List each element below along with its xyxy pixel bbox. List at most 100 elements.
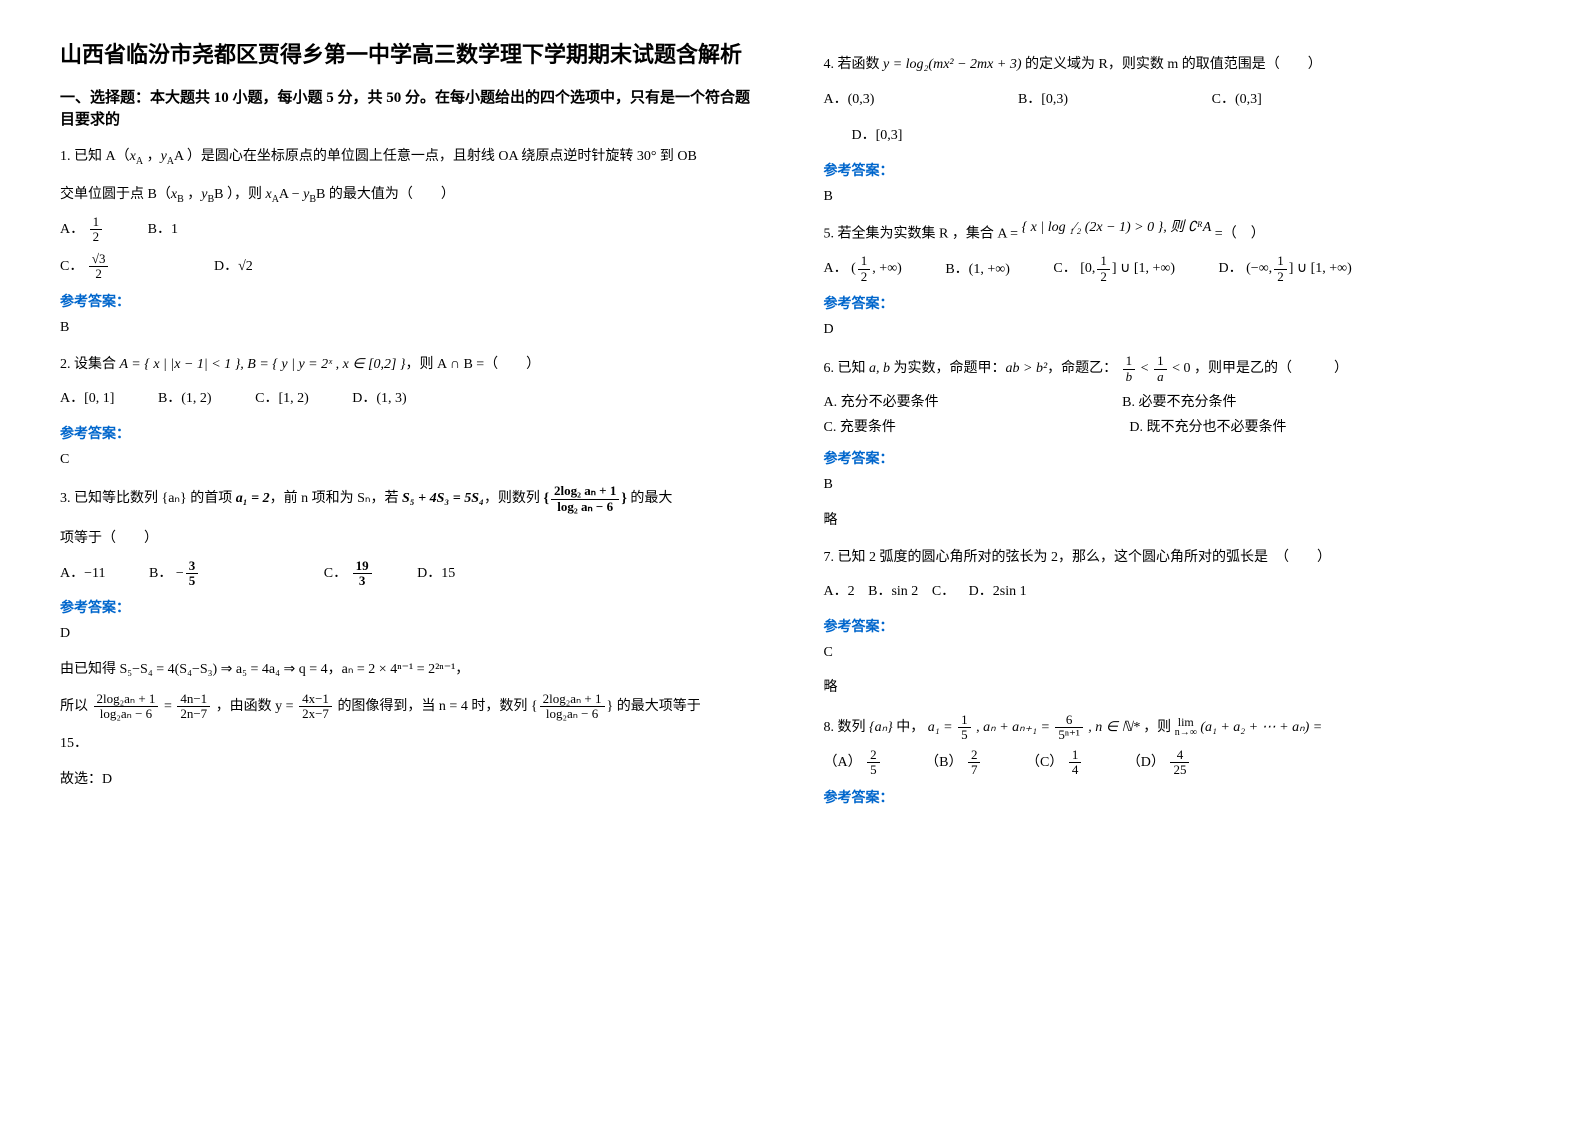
- q3-ans: D: [60, 621, 764, 646]
- q3-stem-d: 的最大: [630, 491, 672, 506]
- q2-opt-a: A．[0, 1]: [60, 384, 114, 415]
- q7-options: A．2 B．sin 2 C． D．2sin 1: [824, 577, 1528, 608]
- q1-options-row1: A． 12 B．1: [60, 215, 764, 246]
- q3-opt-c-num: 19: [353, 559, 372, 574]
- q1-opt-c: C． √32: [60, 252, 110, 283]
- q5-opt-d-frac: 12: [1274, 254, 1287, 284]
- q5-opt-d-num: 1: [1274, 254, 1287, 269]
- question-3b: 项等于（ ）: [60, 526, 764, 553]
- q1-opt-a-frac: 12: [90, 215, 103, 245]
- q8-recn: 6: [1055, 713, 1082, 728]
- q8-bn-den: 7: [968, 763, 981, 777]
- q5-opt-d-l: (−∞,: [1246, 262, 1272, 277]
- q5-ans-label: 参考答案：: [824, 293, 1528, 313]
- q1-sep2: ，: [184, 187, 202, 202]
- q3-opt-d: D．15: [417, 559, 455, 590]
- q8-an: {aₙ}: [869, 720, 893, 735]
- q3-options: A．−11 B． −35 C． 193 D．15: [60, 559, 764, 590]
- q8-a1-frac: 15: [958, 713, 971, 743]
- q2-opt-d: D．(1, 3): [352, 384, 406, 415]
- q3-stem-b: ，前 n 项和为 Sₙ，若: [270, 491, 402, 506]
- q3-expl2-f2: 4n−12n−7: [177, 692, 210, 722]
- q3-expl2-f4: 2log₂aₙ + 1log₂aₙ − 6: [540, 692, 605, 722]
- q8-lim-body: (a₁ + a₂ + ⋯ + aₙ) =: [1200, 720, 1322, 735]
- q1-sub-a2: A: [167, 156, 174, 167]
- q3-expl2-c: 的图像得到，当 n = 4 时，数列: [337, 699, 527, 714]
- q8-stem-b: 中，: [893, 720, 925, 735]
- q5-opt-a-frac: 12: [858, 254, 871, 284]
- q7-ans: C: [824, 640, 1528, 665]
- question-8: 8. 数列 {aₙ} 中， a₁ = 15 , aₙ + aₙ₊₁ = 65ⁿ⁺…: [824, 713, 1528, 743]
- q4-options-row1: A．(0,3) B．[0,3) C．(0,3]: [824, 85, 1528, 116]
- q4-opt-c: C．(0,3]: [1212, 85, 1262, 116]
- q7-opt-b: B．sin 2: [868, 577, 918, 608]
- q3-expl2-n2: 4n−1: [177, 692, 210, 707]
- q3-expl2-f3: 4x−12x−7: [299, 692, 332, 722]
- q1-opt-d: D．√2: [214, 252, 253, 283]
- q6-opt-b: B. 必要不充分条件: [1122, 390, 1236, 415]
- q1-stem-b-sep: ，: [143, 149, 161, 164]
- q5-opt-c-l: [0,: [1080, 262, 1095, 277]
- q1-stem-c: A ）是圆心在坐标原点的单位圆上任意一点，且射线 OA 绕原点逆时针旋转 30°…: [174, 149, 697, 164]
- q6-ans: B: [824, 472, 1528, 497]
- q8-cn-num: 1: [1069, 748, 1082, 763]
- q3-expl2-n1: 2log₂aₙ + 1: [94, 692, 159, 707]
- q1-options-row2: C． √32 D．√2: [60, 252, 764, 283]
- q4-opt-b: B．[0,3): [1018, 85, 1068, 116]
- q6-f2n: 1: [1154, 354, 1167, 369]
- q5-opt-a-label: A．: [824, 262, 848, 277]
- q3-expl2-d2: 2n−7: [177, 707, 210, 721]
- q5-opt-c-num: 1: [1097, 254, 1110, 269]
- q1-stem-d: 交单位圆于点 B（: [60, 187, 171, 202]
- q3-opt-a: A．−11: [60, 559, 106, 590]
- q6-opt-row2: C. 充要条件 D. 既不充分也不必要条件: [824, 415, 1528, 440]
- q3-brace-r: }: [621, 491, 627, 506]
- q6-stem-a: 6. 已知: [824, 362, 870, 377]
- q6-lt0: < 0: [1172, 362, 1190, 377]
- q3-opt-b-frac: 35: [186, 559, 199, 589]
- q8-a1d: 5: [958, 728, 971, 742]
- q1-opt-a-den: 2: [90, 230, 103, 244]
- q3-expl2-d: 的最大项等于: [617, 699, 701, 714]
- q1-opt-c-num: √3: [89, 252, 109, 267]
- q1-sub-a: A: [136, 156, 143, 167]
- q8-an-den: 5: [867, 763, 880, 777]
- question-5: 5. 若全集为实数集 R ，集合 A = { x | log ₁⁄₂ (2x −…: [824, 221, 1528, 248]
- q4-stem-a: 4. 若函数: [824, 57, 884, 72]
- q5-opt-c: C． [0,12] ∪ [1, +∞): [1053, 254, 1175, 285]
- q5-opt-c-label: C．: [1053, 262, 1076, 277]
- q8-bn-num: 2: [968, 748, 981, 763]
- q6-frac1: 1b: [1123, 354, 1136, 384]
- q4-opt-a: A．(0,3): [824, 85, 875, 116]
- q8-recd: 5ⁿ⁺¹: [1055, 728, 1082, 742]
- q8-opt-b-label: （B）: [925, 755, 962, 770]
- q3-opt-b-neg: −: [176, 566, 184, 581]
- q5-settop: { x | log ₁⁄₂ (2x − 1) > 0 }, 则 ∁ᴿA: [1022, 215, 1212, 242]
- q3-opt-c: C． 193: [324, 559, 374, 590]
- q3-a1: a₁ = 2: [236, 491, 270, 506]
- question-3: 3. 已知等比数列 {aₙ} 的首项 a₁ = 2，前 n 项和为 Sₙ，若 S…: [60, 484, 764, 514]
- q1-ans-label: 参考答案：: [60, 291, 764, 311]
- q6-stem-d: ，则甲是乙的（ ）: [1194, 362, 1348, 377]
- q5-opt-a-l: (: [851, 262, 856, 277]
- q2-stem-b: ，则 A ∩ B =（ ）: [406, 357, 541, 372]
- q1-opt-c-den: 2: [89, 267, 109, 281]
- q8-lim-block: lim n→∞: [1175, 716, 1197, 738]
- q8-cn-den: 4: [1069, 763, 1082, 777]
- q3-expl2-f1: 2log₂aₙ + 1log₂aₙ − 6: [94, 692, 159, 722]
- q4-opt-d: D．[0,3]: [852, 121, 903, 152]
- q5-opt-a: A． (12, +∞): [824, 254, 902, 285]
- q3-opt-c-den: 3: [353, 574, 372, 588]
- q8-an-num: 2: [867, 748, 880, 763]
- q2-stem-a: 2. 设集合: [60, 357, 120, 372]
- q8-a1l: a₁ =: [928, 720, 956, 735]
- q8-opt-b: （B） 27: [925, 748, 982, 779]
- q8-a1n: 1: [958, 713, 971, 728]
- q2-ans: C: [60, 447, 764, 472]
- q8-opt-a: （A） 25: [824, 748, 882, 779]
- q3-expl2-a: 所以: [60, 699, 88, 714]
- q5-stem-b: =（ ）: [1215, 227, 1265, 242]
- q8-opt-b-frac: 27: [968, 748, 981, 778]
- q1-opt-c-label: C．: [60, 259, 83, 274]
- q5-opt-d-den: 2: [1274, 270, 1287, 284]
